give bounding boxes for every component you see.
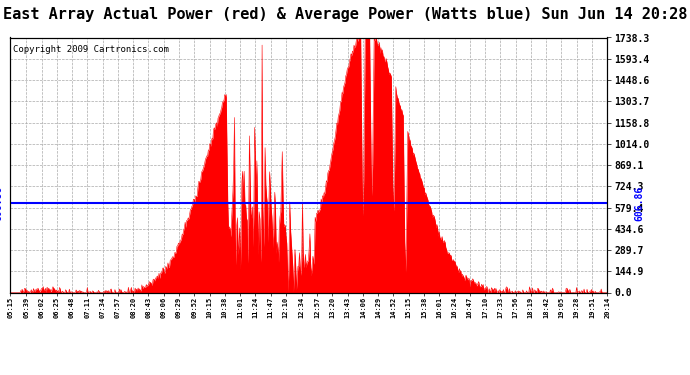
Text: Copyright 2009 Cartronics.com: Copyright 2009 Cartronics.com <box>13 45 169 54</box>
Text: 606.86: 606.86 <box>634 186 644 221</box>
Text: 606.86: 606.86 <box>0 186 3 221</box>
Text: East Array Actual Power (red) & Average Power (Watts blue) Sun Jun 14 20:28: East Array Actual Power (red) & Average … <box>3 8 687 22</box>
